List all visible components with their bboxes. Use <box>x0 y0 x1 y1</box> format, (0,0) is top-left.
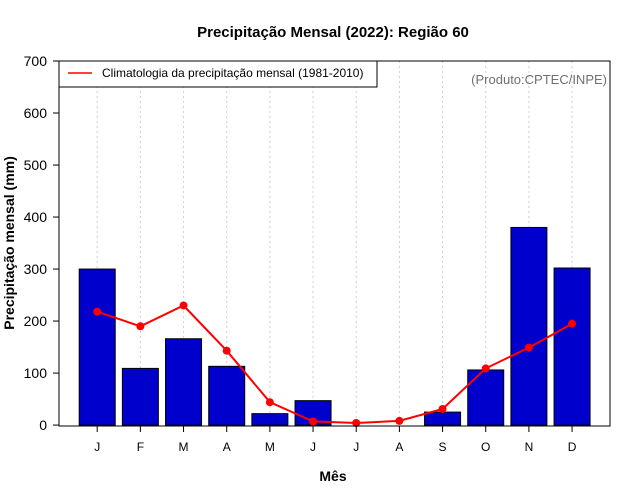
climatology-point-5 <box>265 398 274 407</box>
product-credit: (Produto:CPTEC/INPE) <box>471 72 607 87</box>
legend-box <box>58 60 378 88</box>
x-axis-label: Mês <box>319 468 346 484</box>
y-axis-label: Precipitação mensal (mm) <box>1 156 17 330</box>
x-tick-label: J <box>353 440 359 454</box>
bar-series <box>78 226 591 426</box>
bar-3 <box>165 338 203 426</box>
bar-10 <box>467 369 505 426</box>
bar-9 <box>424 411 462 426</box>
climatology-series <box>93 301 577 428</box>
y-tick-label: 500 <box>24 157 48 173</box>
y-tick-label: 0 <box>39 417 47 433</box>
x-tick-label: N <box>525 440 534 454</box>
climatology-point-4 <box>222 346 231 355</box>
x-tick-label: M <box>265 440 275 454</box>
climatology-point-12 <box>568 319 577 328</box>
bar-1 <box>78 268 116 426</box>
bar-11 <box>510 226 548 426</box>
climatology-point-2 <box>136 322 145 331</box>
x-tick-label: M <box>179 440 189 454</box>
chart-title: Precipitação Mensal (2022): Região 60 <box>197 24 469 41</box>
climatology-point-8 <box>395 416 404 425</box>
bar-2 <box>121 367 159 426</box>
x-tick-label: D <box>568 440 577 454</box>
x-tick-label: J <box>94 440 100 454</box>
climatology-point-7 <box>352 419 361 428</box>
y-tick-label: 700 <box>24 53 48 69</box>
x-tick-label: A <box>223 440 231 454</box>
climatology-line <box>96 304 573 425</box>
x-tick-label: A <box>395 440 403 454</box>
legend-entry-climatology: Climatologia da precipitação mensal (198… <box>102 66 363 80</box>
bar-5 <box>251 413 289 426</box>
legend: Climatologia da precipitação mensal (198… <box>58 60 378 88</box>
x-tick-label: F <box>137 440 144 454</box>
x-tick-label: O <box>481 440 490 454</box>
climatology-point-6 <box>309 417 318 426</box>
y-tick-label: 600 <box>24 105 48 121</box>
climatology-point-11 <box>524 343 533 352</box>
y-tick-label: 200 <box>24 313 48 329</box>
y-tick-label: 400 <box>24 209 48 225</box>
climatology-point-9 <box>438 404 447 413</box>
bar-4 <box>208 365 246 426</box>
grid <box>96 61 573 426</box>
y-tick-label: 300 <box>24 261 48 277</box>
climatology-point-3 <box>179 301 188 310</box>
climatology-point-1 <box>93 307 102 316</box>
x-tick-label: J <box>310 440 316 454</box>
bar-12 <box>553 267 591 426</box>
x-tick-label: S <box>439 440 447 454</box>
y-tick-label: 100 <box>24 365 48 381</box>
climatology-point-10 <box>481 364 490 373</box>
y-axis: 0 100 200 300 400 500 600 700 <box>24 53 59 433</box>
